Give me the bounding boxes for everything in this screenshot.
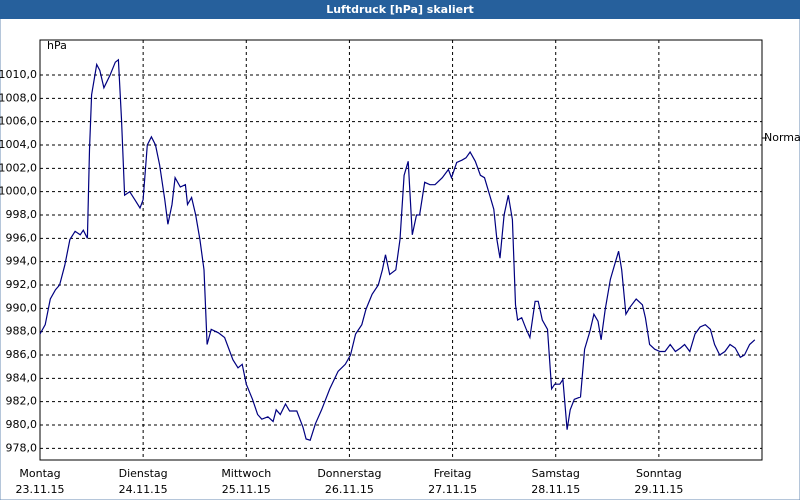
y-tick-label: 986,0 <box>6 348 38 361</box>
y-tick-label: 980,0 <box>6 418 38 431</box>
y-tick-label: 990,0 <box>6 301 38 314</box>
x-tick-date: 25.11.15 <box>222 483 271 496</box>
y-tick-label: 1000,0 <box>0 185 37 198</box>
plot-area <box>39 39 763 461</box>
y-tick-label: 982,0 <box>6 395 38 408</box>
y-tick-label: 998,0 <box>6 208 38 221</box>
x-tick-date: 23.11.15 <box>16 483 65 496</box>
y-tick-label: 994,0 <box>6 255 38 268</box>
y-tick-label: 996,0 <box>6 231 38 244</box>
chart-title: Luftdruck [hPa] skaliert <box>326 3 474 16</box>
y-tick-label: 1010,0 <box>0 68 37 81</box>
reference-label: Normal <box>764 131 800 144</box>
title-bar <box>0 0 800 19</box>
data-line <box>39 58 756 441</box>
y-tick-label: 1004,0 <box>0 138 37 151</box>
x-tick-label: Samstag <box>532 467 580 480</box>
x-tick-date: 24.11.15 <box>119 483 168 496</box>
y-tick-label: 978,0 <box>6 441 38 454</box>
x-tick-date: 27.11.15 <box>428 483 477 496</box>
x-tick-label: Dienstag <box>119 467 168 480</box>
y-tick-label: 992,0 <box>6 278 38 291</box>
x-tick-date: 28.11.15 <box>531 483 580 496</box>
x-tick-date: 26.11.15 <box>325 483 374 496</box>
x-tick-label: Sonntag <box>636 467 682 480</box>
y-unit: hPa <box>47 39 67 52</box>
y-tick-label: 984,0 <box>6 371 38 384</box>
y-tick-label: 1006,0 <box>0 115 37 128</box>
x-tick-label: Montag <box>19 467 60 480</box>
x-tick-label: Freitag <box>434 467 472 480</box>
y-tick-label: 988,0 <box>6 325 38 338</box>
x-tick-label: Mittwoch <box>221 467 271 480</box>
y-tick-label: 1008,0 <box>0 91 37 104</box>
x-tick-date: 29.11.15 <box>634 483 683 496</box>
y-tick-label: 1002,0 <box>0 161 37 174</box>
x-tick-label: Donnerstag <box>317 467 381 480</box>
